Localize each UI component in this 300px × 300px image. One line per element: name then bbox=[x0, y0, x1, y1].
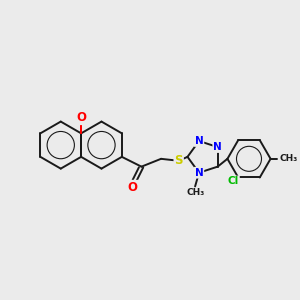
Text: CH₃: CH₃ bbox=[279, 154, 298, 163]
Text: O: O bbox=[76, 111, 86, 124]
Text: N: N bbox=[195, 136, 203, 146]
Text: N: N bbox=[195, 168, 203, 178]
Text: S: S bbox=[174, 154, 183, 167]
Text: CH₃: CH₃ bbox=[187, 188, 205, 197]
Text: Cl: Cl bbox=[228, 176, 239, 186]
Text: N: N bbox=[213, 142, 222, 152]
Text: O: O bbox=[128, 181, 138, 194]
